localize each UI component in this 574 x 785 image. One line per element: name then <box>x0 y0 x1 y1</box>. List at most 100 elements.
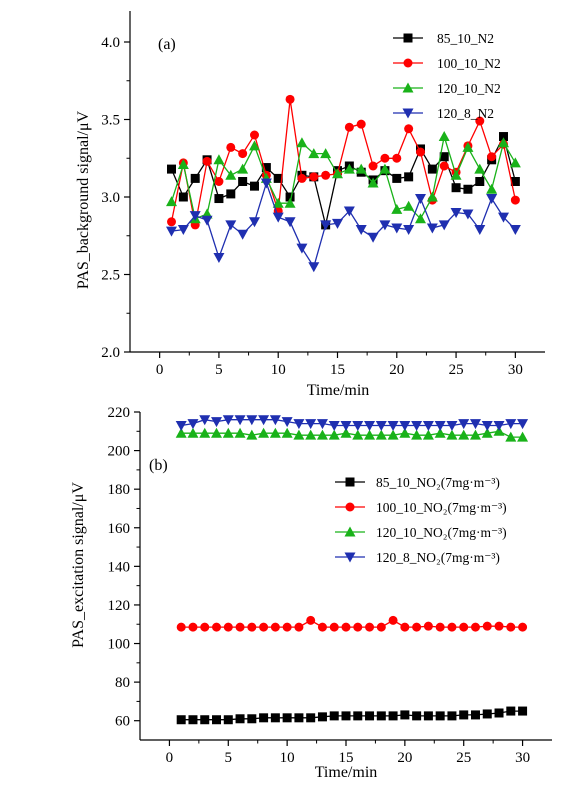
panel-a-data-point <box>308 148 320 159</box>
panel-a-legend-label: 120_8_N2 <box>437 106 494 121</box>
panel-b-data-point <box>353 622 363 632</box>
panel-b-data-point <box>316 429 328 440</box>
panel-b-data-point <box>376 711 386 721</box>
panel-b-data-point <box>175 421 187 432</box>
panel-b-y-axis-label: PAS_excitation signal/μV <box>70 482 87 648</box>
panel-b-data-point <box>412 711 422 721</box>
panel-a-data-point <box>190 173 200 183</box>
panel-b-chart: (b) Time/min PAS_excitation signal/μV 0 5… <box>70 405 552 781</box>
panel-a-data-point <box>379 163 391 174</box>
panel-b-axes: 0 5 10 15 20 25 30 60 80 100 120 140 160 180 200 220 <box>108 405 552 766</box>
panel-b-series-2 <box>176 615 528 632</box>
panel-a-x-axis-label: Time/min <box>307 382 370 399</box>
panel-b-data-point <box>328 429 340 440</box>
panel-b-data-point <box>188 622 198 632</box>
panel-a-series-4 <box>166 178 521 273</box>
panel-b-data-point <box>518 622 528 632</box>
panel-b-data-point <box>212 622 222 632</box>
panel-a-data-point <box>451 183 461 193</box>
panel-b-data-point <box>353 711 363 721</box>
panel-a-data-point <box>214 177 224 186</box>
panel-a-legend-marker <box>402 108 414 119</box>
panel-a-data-point <box>498 212 509 223</box>
panel-b-data-point <box>329 711 339 721</box>
panel-a-legend-marker <box>403 33 413 43</box>
panel-a-data-point <box>297 173 307 183</box>
panel-a-data-point <box>415 194 426 205</box>
panel-b-data-point <box>175 427 187 438</box>
panel-b-legend-label: 120_10_NO₂(7mg·m⁻³) <box>376 525 507 540</box>
panel-a-data-point <box>391 203 403 214</box>
panel-b-data-point <box>187 419 199 430</box>
panel-a-legend-entry: 85_10_N2 <box>393 31 494 46</box>
panel-b-data-point <box>293 419 305 430</box>
panel-a-legend-marker <box>403 58 413 68</box>
panel-b-data-point <box>259 713 269 723</box>
panel-a-data-point <box>510 195 520 205</box>
panel-a-data-point <box>296 137 308 148</box>
panel-b-data-point <box>434 427 446 438</box>
panel-b-data-point <box>246 415 258 426</box>
panel-a-data-point <box>475 116 485 126</box>
panel-a-data-point <box>474 225 486 236</box>
panel-b-data-point <box>305 429 317 440</box>
panel-b-data-point <box>506 706 516 716</box>
panel-a-data-point <box>284 217 296 228</box>
panel-a-data-point <box>462 209 474 220</box>
panel-b-data-point <box>399 421 411 432</box>
panel-b-data-point <box>387 421 399 432</box>
panel-a-chart: (a) Time/min PAS_background signal/μV 0 5… <box>75 11 545 399</box>
panel-b-data-point <box>518 706 528 716</box>
panel-b-data-point <box>517 419 529 430</box>
panel-a-data-point <box>237 163 249 174</box>
panel-b-legend-label: 85_10_NO₂(7mg·m⁻³) <box>376 475 500 490</box>
panel-a-data-point <box>201 215 213 226</box>
panel-b-data-point <box>199 427 211 438</box>
panel-a-x-tick-label: 25 <box>449 362 464 378</box>
panel-b-legend-entry: 85_10_NO₂(7mg·m⁻³) <box>335 475 500 490</box>
panel-b-data-point <box>365 711 375 721</box>
panel-a-x-tick-label: 15 <box>330 362 345 378</box>
panel-b-data-point <box>222 427 234 438</box>
panel-b-y-tick-label: 100 <box>108 637 131 653</box>
panel-a-data-point <box>260 178 272 189</box>
panel-b-data-point <box>399 427 411 438</box>
panel-a-legend-label: 100_10_N2 <box>437 56 501 71</box>
panel-b-data-point <box>470 622 480 632</box>
panel-b-data-point <box>294 622 304 632</box>
panel-a-data-point <box>343 206 355 217</box>
panel-b-data-point <box>294 713 304 723</box>
panel-b-data-point <box>400 710 410 720</box>
panel-b-data-point <box>352 429 364 440</box>
panel-b-data-point <box>222 415 234 426</box>
panel-b-data-point <box>482 621 492 631</box>
panel-a-data-point <box>202 156 212 166</box>
panel-b-data-point <box>247 622 257 632</box>
panel-b-data-point <box>199 415 211 426</box>
panel-a-data-point <box>474 163 486 174</box>
panel-a-data-point <box>250 181 259 191</box>
panel-b-data-point <box>329 622 339 632</box>
panel-a-data-point <box>320 148 332 159</box>
panel-b-data-point <box>469 429 481 440</box>
panel-a-label: (a) <box>158 36 176 53</box>
panel-a-data-point <box>391 223 403 234</box>
panel-a-legend-marker <box>402 82 414 93</box>
panel-a-data-point <box>250 130 259 140</box>
panel-a-y-tick-label: 2.5 <box>101 268 120 284</box>
panel-b-data-point <box>341 622 351 632</box>
panel-b-data-point <box>422 421 434 432</box>
panel-b-legend-entry: 120_10_NO₂(7mg·m⁻³) <box>335 525 507 540</box>
panel-a-y-tick-label: 4.0 <box>101 35 120 51</box>
panel-a-data-point <box>486 183 498 194</box>
panel-a-data-point <box>177 158 189 169</box>
panel-a-y-axis-label: PAS_background signal/μV <box>75 110 92 289</box>
panel-a-data-point <box>403 225 415 236</box>
panel-a-data-point <box>392 153 402 163</box>
panel-a-data-point <box>367 177 379 188</box>
panel-b-data-point <box>435 622 445 632</box>
panel-a-data-point <box>332 218 343 229</box>
panel-a-data-point <box>272 197 284 208</box>
panel-b-data-point <box>282 713 292 723</box>
panel-a-data-point <box>273 173 283 183</box>
